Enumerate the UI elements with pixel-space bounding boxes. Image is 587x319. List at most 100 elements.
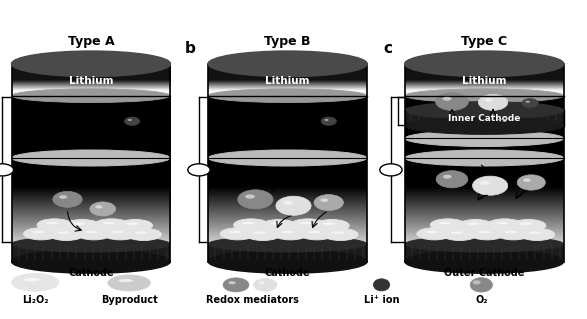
Ellipse shape	[405, 52, 564, 75]
Circle shape	[223, 278, 249, 292]
Ellipse shape	[487, 219, 522, 231]
Circle shape	[90, 202, 116, 216]
Ellipse shape	[128, 119, 132, 121]
Ellipse shape	[525, 101, 530, 103]
Ellipse shape	[282, 231, 294, 233]
Ellipse shape	[46, 222, 58, 224]
Ellipse shape	[65, 219, 100, 232]
Ellipse shape	[299, 228, 335, 240]
Ellipse shape	[511, 219, 546, 232]
Ellipse shape	[73, 223, 86, 225]
Text: b: b	[184, 41, 195, 56]
Ellipse shape	[135, 232, 147, 234]
Ellipse shape	[505, 231, 517, 233]
Circle shape	[188, 164, 210, 176]
Ellipse shape	[228, 281, 235, 284]
Ellipse shape	[12, 89, 170, 103]
Ellipse shape	[430, 219, 465, 231]
Ellipse shape	[321, 198, 328, 202]
Ellipse shape	[108, 275, 150, 291]
Ellipse shape	[245, 194, 255, 199]
Ellipse shape	[332, 232, 344, 234]
Text: Cathode: Cathode	[68, 268, 114, 278]
Circle shape	[254, 278, 277, 291]
Circle shape	[314, 195, 343, 211]
Ellipse shape	[470, 278, 492, 292]
Ellipse shape	[325, 119, 329, 121]
Circle shape	[238, 190, 273, 209]
Ellipse shape	[405, 117, 564, 134]
Ellipse shape	[451, 232, 463, 234]
Ellipse shape	[85, 231, 97, 233]
Text: Lithium: Lithium	[265, 76, 310, 86]
Ellipse shape	[58, 232, 70, 234]
Circle shape	[478, 94, 508, 110]
Text: Type C: Type C	[461, 35, 507, 48]
Ellipse shape	[417, 228, 452, 240]
Ellipse shape	[12, 52, 170, 75]
Ellipse shape	[480, 181, 490, 185]
Ellipse shape	[126, 223, 139, 225]
Ellipse shape	[117, 219, 153, 232]
Ellipse shape	[439, 222, 451, 224]
Text: c: c	[383, 41, 392, 56]
Text: Lithium: Lithium	[69, 76, 113, 86]
Ellipse shape	[291, 219, 326, 231]
Circle shape	[276, 196, 311, 215]
Ellipse shape	[208, 250, 367, 273]
Circle shape	[0, 164, 14, 176]
FancyBboxPatch shape	[405, 64, 564, 96]
Ellipse shape	[12, 51, 170, 77]
Ellipse shape	[37, 219, 72, 231]
Text: Lithium: Lithium	[462, 76, 507, 86]
Ellipse shape	[261, 219, 296, 232]
Ellipse shape	[323, 223, 335, 225]
Ellipse shape	[284, 201, 293, 205]
Ellipse shape	[126, 228, 161, 241]
Ellipse shape	[32, 231, 45, 233]
Circle shape	[473, 176, 508, 195]
Ellipse shape	[485, 98, 492, 102]
Circle shape	[522, 99, 538, 108]
Ellipse shape	[208, 150, 367, 166]
Ellipse shape	[442, 228, 477, 241]
Ellipse shape	[470, 228, 505, 240]
Ellipse shape	[443, 97, 451, 101]
Text: Li₂O₂: Li₂O₂	[22, 295, 49, 305]
Ellipse shape	[12, 250, 170, 273]
Text: O₂: O₂	[475, 295, 488, 305]
Ellipse shape	[299, 222, 312, 224]
Ellipse shape	[496, 222, 508, 224]
Circle shape	[517, 175, 545, 190]
Ellipse shape	[23, 278, 40, 281]
Ellipse shape	[426, 231, 438, 233]
Ellipse shape	[208, 236, 367, 252]
Ellipse shape	[523, 178, 531, 182]
Ellipse shape	[273, 228, 308, 240]
Ellipse shape	[373, 279, 390, 291]
Ellipse shape	[473, 280, 481, 285]
Ellipse shape	[208, 89, 367, 103]
Ellipse shape	[519, 228, 555, 241]
Ellipse shape	[405, 150, 564, 166]
Circle shape	[321, 117, 336, 125]
Ellipse shape	[12, 236, 170, 252]
Circle shape	[436, 93, 468, 110]
Ellipse shape	[76, 228, 112, 240]
Ellipse shape	[405, 89, 564, 103]
Ellipse shape	[259, 281, 265, 285]
Ellipse shape	[245, 228, 281, 241]
Circle shape	[436, 171, 468, 188]
Ellipse shape	[49, 228, 84, 241]
Text: Li⁺ ion: Li⁺ ion	[364, 295, 399, 305]
Ellipse shape	[112, 231, 124, 233]
Ellipse shape	[405, 51, 564, 77]
Text: Inner Cathode: Inner Cathode	[448, 114, 521, 122]
Ellipse shape	[242, 222, 255, 224]
Ellipse shape	[234, 219, 269, 231]
Circle shape	[53, 191, 82, 207]
Ellipse shape	[270, 223, 282, 225]
Ellipse shape	[229, 231, 241, 233]
Ellipse shape	[59, 195, 67, 199]
Ellipse shape	[103, 228, 138, 240]
